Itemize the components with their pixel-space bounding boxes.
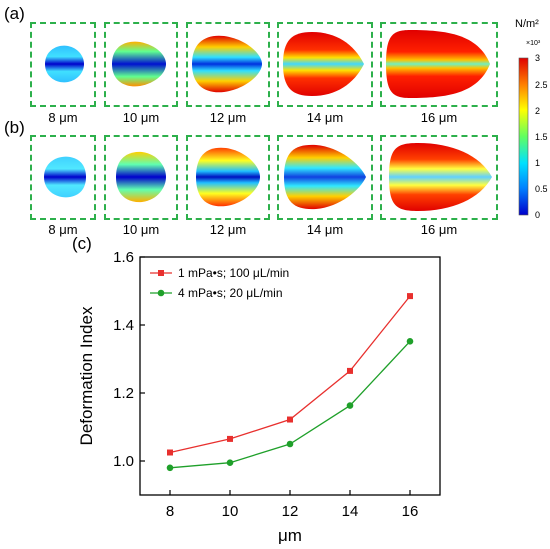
data-point bbox=[227, 435, 233, 442]
colorbar bbox=[518, 57, 529, 216]
data-point bbox=[347, 367, 353, 374]
cell-b-14um bbox=[284, 144, 366, 210]
data-point bbox=[167, 449, 173, 456]
frame-a-10um bbox=[104, 22, 178, 107]
cell-b-16um bbox=[389, 143, 492, 211]
data-point bbox=[406, 338, 414, 345]
x-tick-label: 10 bbox=[222, 503, 239, 520]
colorbar-tick-2.5: 2.5 bbox=[535, 80, 548, 90]
colorbar-tick-1: 1 bbox=[535, 158, 541, 168]
frame-a-8um bbox=[30, 22, 96, 107]
data-point bbox=[286, 440, 294, 448]
panel-label-b: (b) bbox=[4, 118, 25, 137]
frame-a-14um bbox=[277, 22, 373, 107]
data-point bbox=[166, 464, 174, 472]
frame-a-12um bbox=[186, 22, 270, 107]
data-point bbox=[407, 293, 413, 300]
legend-label-2: 4 mPa•s; 20 μL/min bbox=[178, 286, 283, 300]
cell-b-8um bbox=[44, 156, 86, 198]
data-point bbox=[287, 416, 293, 423]
colorbar-multiplier: ×10³ bbox=[526, 40, 541, 47]
cell-b-12um bbox=[196, 147, 260, 207]
y-tick-label: 1.4 bbox=[113, 317, 134, 334]
frame-a-16um bbox=[380, 22, 498, 107]
panel-label-a: (a) bbox=[4, 4, 25, 23]
frame-b-10um bbox=[104, 135, 178, 220]
data-point bbox=[226, 459, 234, 467]
y-tick-label: 1.6 bbox=[113, 249, 134, 266]
series-line-2 bbox=[169, 340, 411, 469]
data-point bbox=[346, 402, 354, 409]
panel-label-c: (c) bbox=[72, 234, 92, 253]
y-axis-label: Deformation Index bbox=[77, 306, 96, 445]
colorbar-tick-3: 3 bbox=[535, 53, 541, 63]
size-label-b-8um: 8 μm bbox=[48, 222, 78, 237]
cell-a-12um bbox=[192, 35, 262, 93]
size-label-b-16um: 16 μm bbox=[420, 222, 458, 237]
x-tick-label: 16 bbox=[402, 503, 419, 520]
x-axis-label: μm bbox=[278, 526, 302, 545]
size-label-b-14um: 14 μm bbox=[306, 222, 344, 237]
size-label-a-12um: 12 μm bbox=[209, 110, 247, 125]
frame-b-14um bbox=[277, 135, 373, 220]
y-tick-label: 1.0 bbox=[113, 453, 134, 470]
legend-label-1: 1 mPa•s; 100 μL/min bbox=[178, 266, 289, 280]
size-label-a-16um: 16 μm bbox=[420, 110, 458, 125]
y-tick-label: 1.2 bbox=[113, 385, 134, 402]
x-tick-label: 12 bbox=[282, 503, 299, 520]
colorbar-tick-1.5: 1.5 bbox=[535, 132, 548, 142]
colorbar-unit: N/m² bbox=[515, 18, 539, 30]
x-tick-label: 8 bbox=[166, 503, 174, 520]
size-label-a-14um: 14 μm bbox=[306, 110, 344, 125]
size-label-b-12um: 12 μm bbox=[209, 222, 247, 237]
series-line-1 bbox=[169, 295, 411, 454]
legend-marker-1 bbox=[158, 270, 164, 276]
size-label-b-10um: 10 μm bbox=[122, 222, 160, 237]
cell-b-10um bbox=[116, 151, 166, 203]
frame-b-8um bbox=[30, 135, 96, 220]
colorbar-tick-0.5: 0.5 bbox=[535, 184, 548, 194]
x-tick-label: 14 bbox=[342, 503, 359, 520]
cell-a-16um bbox=[386, 30, 490, 98]
legend-marker-2 bbox=[157, 289, 165, 297]
cell-a-10um bbox=[112, 41, 166, 87]
colorbar-tick-0: 0 bbox=[535, 210, 541, 220]
size-label-a-10um: 10 μm bbox=[122, 110, 160, 125]
frame-b-12um bbox=[186, 135, 270, 220]
cell-a-8um bbox=[45, 45, 84, 83]
colorbar-tick-2: 2 bbox=[535, 106, 541, 116]
cell-a-14um bbox=[283, 32, 364, 96]
frame-b-16um bbox=[380, 135, 498, 220]
size-label-a-8um: 8 μm bbox=[48, 110, 78, 125]
